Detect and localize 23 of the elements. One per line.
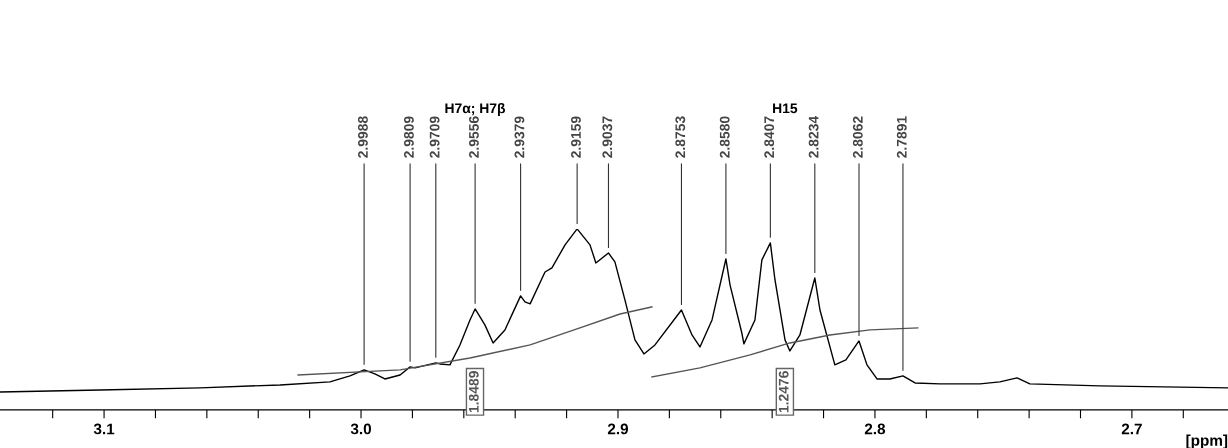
annotation: 2.9988 <box>358 116 368 158</box>
text: H15 <box>773 103 798 114</box>
text: H7α; H7β <box>445 103 506 116</box>
annotation: 2.9709 <box>429 116 440 158</box>
annotation: 2.9037 <box>602 116 613 158</box>
annotation: 2.7891 <box>896 116 907 158</box>
x-tick-label: 3.1 <box>93 423 115 435</box>
x-tick-label: 2.8 <box>864 423 886 435</box>
annotation: 2.8062 <box>852 116 863 158</box>
annotation: 2.8407 <box>764 116 775 158</box>
annotation: 2.9809 <box>404 116 414 158</box>
annotation: 2.8753 <box>675 116 686 158</box>
x-tick-label: 3.0 <box>350 423 372 435</box>
x-tick-label: 2.7 <box>1121 423 1142 435</box>
x-tick-label: 2.9 <box>607 423 629 435</box>
annotation: 2.9159 <box>571 116 581 158</box>
annotation: 2.9379 <box>514 116 525 158</box>
annotation: 2.9556 <box>469 116 479 158</box>
annotation: 2.8580 <box>719 116 730 158</box>
annotation: 1.8489 <box>468 371 479 413</box>
annotation: 2.8234 <box>808 115 819 158</box>
x-axis-title: [ppm] <box>1186 434 1228 448</box>
annotation: 1.2476 <box>778 371 789 413</box>
